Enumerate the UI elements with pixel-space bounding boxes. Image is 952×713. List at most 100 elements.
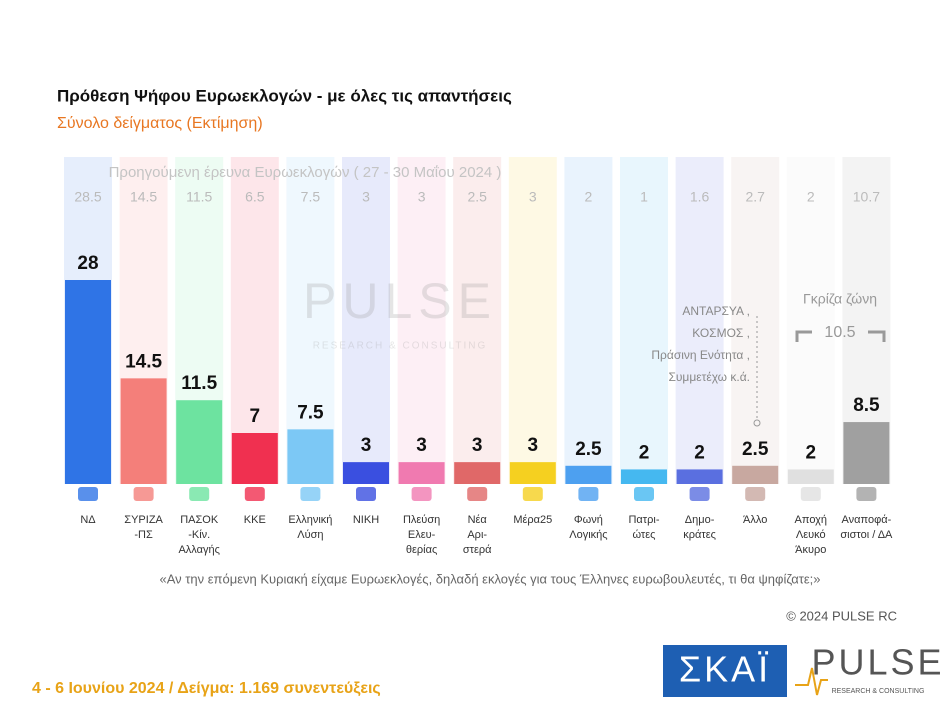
other-note: ΑΝΤΑΡΣΥΑ , bbox=[682, 304, 750, 318]
pulse-logo: PULSE bbox=[811, 642, 944, 683]
value-label: 7 bbox=[250, 406, 261, 427]
grey-zone-value: 10.5 bbox=[824, 324, 855, 341]
bar bbox=[287, 429, 334, 484]
value-label: 28 bbox=[77, 253, 98, 274]
previous-value: 2 bbox=[585, 189, 593, 205]
bar bbox=[843, 422, 890, 484]
value-label: 2 bbox=[694, 442, 705, 463]
x-tick-label-line: Άλλο bbox=[743, 514, 767, 526]
x-tick-label-line: ΝΙΚΗ bbox=[353, 514, 379, 526]
previous-value: 11.5 bbox=[186, 189, 212, 205]
previous-value: 10.7 bbox=[853, 189, 880, 205]
column-bg bbox=[786, 157, 835, 484]
x-tick-label: Δημο-κράτες bbox=[683, 514, 716, 541]
watermark: PULSE RESEARCH & CONSULTING bbox=[303, 273, 497, 352]
x-tick-label-line: σιστοι / ΔΑ bbox=[840, 529, 893, 541]
x-tick-label-line: ΚΚΕ bbox=[244, 514, 266, 526]
x-tick-label-line: Αναποφά- bbox=[842, 514, 892, 526]
value-label: 11.5 bbox=[181, 373, 217, 394]
column-bg bbox=[508, 157, 557, 484]
value-label: 2.5 bbox=[575, 439, 602, 460]
x-tick-label-line: Αποχή bbox=[795, 514, 827, 526]
watermark-sub: RESEARCH & CONSULTING bbox=[313, 341, 488, 352]
party-icon bbox=[522, 487, 543, 501]
x-tick-label-line: Πλεύση bbox=[403, 514, 440, 526]
previous-value: 1.6 bbox=[690, 189, 710, 205]
column-bg bbox=[564, 157, 613, 484]
column-bg bbox=[731, 157, 780, 484]
x-tick-label-line: Μέρα25 bbox=[513, 514, 552, 526]
x-tick-label-line: Άκυρο bbox=[795, 544, 826, 556]
party-icon bbox=[467, 487, 488, 501]
pulse-logo-sub: RESEARCH & CONSULTING bbox=[832, 688, 925, 695]
pulse-wave bbox=[795, 667, 828, 696]
x-tick-label: ΝΙΚΗ bbox=[353, 514, 379, 526]
bar bbox=[176, 400, 223, 484]
previous-value: 2.7 bbox=[745, 189, 765, 205]
other-note: Συμμετέχω κ.ά. bbox=[668, 370, 750, 384]
x-tick-label-line: Λύση bbox=[297, 529, 323, 541]
party-icon bbox=[356, 487, 376, 501]
party-icon bbox=[189, 487, 210, 501]
x-tick-label: Φωνή Λογικής bbox=[569, 514, 607, 541]
party-icon bbox=[578, 487, 599, 501]
chart-title: Πρόθεση Ψήφου Ευρωεκλογών - με όλες τις … bbox=[57, 86, 512, 105]
value-label: 2.5 bbox=[742, 439, 769, 460]
footer: 4 - 6 Ιουνίου 2024 / Δείγμα: 1.169 συνεν… bbox=[32, 680, 381, 697]
x-tick-label: ΝΔ bbox=[80, 514, 96, 526]
x-tick-label-line: ΣΥΡΙΖΑ bbox=[124, 514, 163, 526]
value-label: 2 bbox=[639, 442, 650, 463]
previous-label: Προηγούμενη έρευνα Ευρωεκλογών ( 27 - 30… bbox=[109, 164, 502, 181]
note-dot bbox=[753, 419, 761, 427]
x-tick-label-line: Αλλαγής bbox=[178, 544, 219, 556]
column-bg bbox=[342, 157, 390, 484]
x-tick-label: Αποχή Λευκό Άκυρο bbox=[795, 514, 827, 556]
bar bbox=[787, 469, 834, 484]
party-icon bbox=[300, 487, 321, 501]
bar bbox=[454, 462, 501, 484]
x-tick-label-line: ΝΔ bbox=[80, 514, 96, 526]
x-tick-label-line: ώτες bbox=[633, 529, 656, 541]
bar bbox=[509, 462, 556, 484]
value-label: 8.5 bbox=[853, 395, 880, 416]
x-tick-label-line: κράτες bbox=[683, 529, 716, 541]
previous-value: 2.5 bbox=[467, 189, 487, 205]
x-tick-label-line: -Κίν. bbox=[188, 529, 210, 541]
x-tick-label: Ελληνική Λύση bbox=[288, 514, 332, 541]
party-icon bbox=[244, 487, 265, 501]
skai-logo: ΣΚΑΪ bbox=[679, 649, 771, 690]
other-note: Πράσινη Ενότητα , bbox=[651, 348, 750, 362]
bar bbox=[120, 378, 167, 484]
watermark-text: PULSE bbox=[303, 273, 497, 329]
x-tick-label-line: Δημο- bbox=[685, 514, 715, 526]
party-icon bbox=[800, 487, 821, 501]
x-tick-label: ΠΑΣΟΚ -Κίν. Αλλαγής bbox=[178, 514, 219, 556]
previous-value: 7.5 bbox=[301, 189, 321, 205]
other-note: ΚΟΣΜΟΣ , bbox=[692, 326, 750, 340]
previous-value: 28.5 bbox=[74, 189, 101, 205]
previous-value: 1 bbox=[640, 189, 648, 205]
column-bg bbox=[453, 157, 502, 484]
x-tick-label-line: -ΠΣ bbox=[134, 529, 153, 541]
bar bbox=[621, 469, 667, 484]
x-tick-label: Πλεύση Ελευ-θερίας bbox=[403, 514, 440, 556]
column-bg bbox=[397, 157, 446, 484]
x-tick-label: Πατρι-ώτες bbox=[628, 514, 659, 541]
x-tick-label-line: Ελληνική bbox=[288, 514, 332, 526]
bar bbox=[565, 465, 612, 484]
value-label: 2 bbox=[806, 442, 817, 463]
bar bbox=[676, 469, 723, 484]
party-icon bbox=[411, 487, 432, 501]
column-bg bbox=[620, 157, 668, 484]
party-icon bbox=[78, 487, 98, 501]
value-label: 3 bbox=[416, 435, 427, 456]
value-label: 14.5 bbox=[125, 351, 162, 372]
party-icon bbox=[856, 487, 877, 501]
previous-value: 14.5 bbox=[130, 189, 157, 205]
x-tick-label: Μέρα25 bbox=[513, 514, 552, 526]
question: «Αν την επόμενη Κυριακή είχαμε Ευρωεκλογ… bbox=[159, 571, 820, 586]
x-tick-label-line: Αρι- bbox=[467, 529, 487, 541]
previous-value: 3 bbox=[418, 189, 426, 205]
previous-value: 3 bbox=[529, 189, 537, 205]
